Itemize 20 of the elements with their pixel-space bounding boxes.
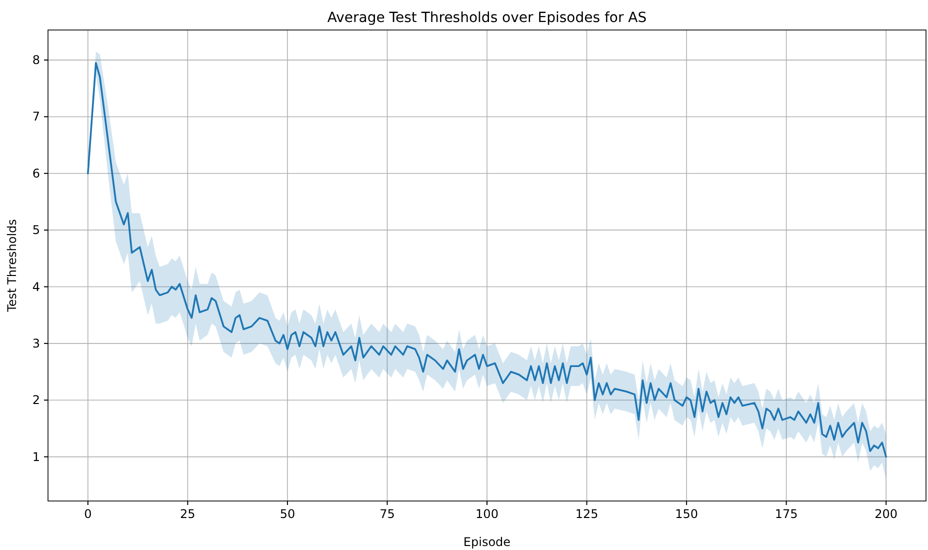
x-tick-label: 125 — [575, 507, 598, 521]
chart-title: Average Test Thresholds over Episodes for AS — [327, 10, 647, 26]
x-tick-label: 175 — [774, 507, 798, 521]
y-axis-title: Test Thresholds — [5, 219, 19, 313]
y-tick-label: 6 — [32, 166, 40, 180]
x-tick-label: 150 — [675, 507, 698, 521]
x-tick-label: 50 — [280, 507, 296, 521]
x-tick-label: 0 — [84, 507, 92, 521]
y-tick-label: 8 — [32, 53, 40, 68]
x-tick-label: 75 — [380, 507, 395, 521]
y-tick-label: 2 — [32, 393, 40, 408]
y-tick-label: 4 — [32, 280, 40, 294]
y-tick-label: 5 — [32, 223, 40, 238]
y-tick-label: 7 — [32, 110, 40, 124]
x-tick-label: 200 — [874, 507, 898, 521]
y-tick-label: 1 — [32, 450, 40, 464]
x-axis-title: Episode — [463, 535, 511, 549]
x-tick-label: 100 — [476, 507, 498, 521]
y-tick-label: 3 — [32, 336, 40, 350]
x-tick-label: 25 — [180, 507, 196, 521]
